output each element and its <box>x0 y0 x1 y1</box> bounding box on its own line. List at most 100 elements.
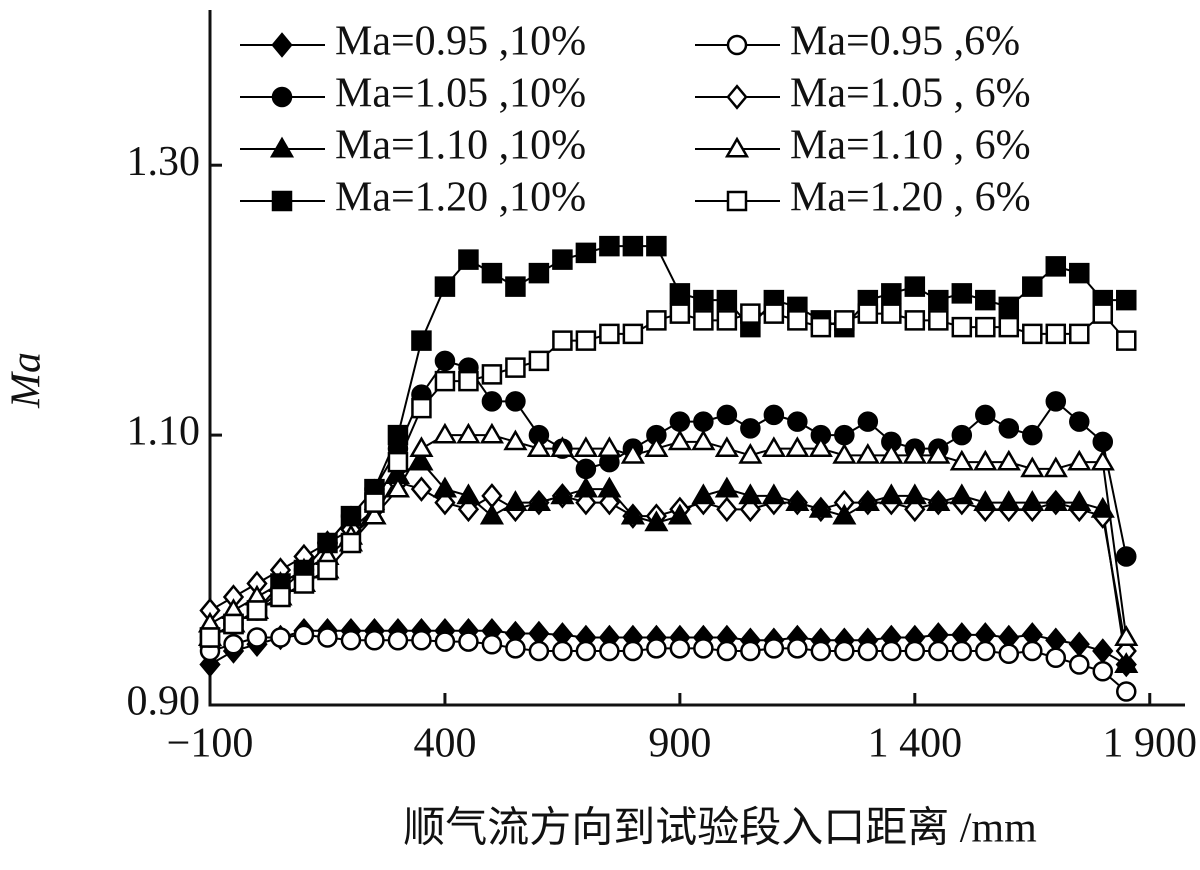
data-point <box>505 357 526 378</box>
data-point <box>926 442 951 464</box>
data-point <box>528 350 550 372</box>
data-point <box>387 424 409 446</box>
series-line <box>209 434 1128 638</box>
data-point <box>928 640 949 662</box>
legend-marker <box>726 34 748 56</box>
data-point <box>834 640 855 662</box>
data-point <box>620 503 645 525</box>
data-point <box>1116 546 1137 567</box>
legend-label: Ma=1.10 , 6% <box>790 123 1031 169</box>
data-point <box>1022 424 1043 446</box>
legend-marker <box>271 190 293 212</box>
data-point <box>669 303 691 324</box>
data-point <box>597 436 622 458</box>
data-point <box>832 442 857 464</box>
data-point <box>763 303 785 324</box>
x-tick-label: −100 <box>167 721 254 767</box>
data-point <box>622 640 644 662</box>
data-point <box>1114 625 1139 646</box>
data-point <box>973 449 998 471</box>
data-point <box>1069 262 1090 284</box>
data-point <box>808 496 833 518</box>
data-point <box>669 411 691 432</box>
data-point <box>857 303 879 324</box>
data-point <box>881 303 902 324</box>
data-point <box>1116 330 1137 351</box>
data-point <box>317 559 338 581</box>
y-tick-label: 0.90 <box>127 679 201 725</box>
data-point <box>552 640 573 662</box>
data-point <box>1045 391 1067 412</box>
data-point <box>1043 490 1068 512</box>
data-point <box>832 503 857 525</box>
data-point <box>693 289 714 311</box>
data-point <box>1092 303 1114 324</box>
data-point <box>503 429 528 451</box>
data-point <box>1022 640 1043 662</box>
data-point <box>223 613 244 635</box>
data-point <box>622 323 644 345</box>
y-tick-label: 1.10 <box>127 409 201 455</box>
data-point <box>573 436 598 458</box>
data-point <box>340 505 362 527</box>
data-point <box>740 640 761 662</box>
data-point <box>409 449 434 471</box>
data-point <box>411 330 432 351</box>
data-point <box>1067 490 1092 512</box>
data-point <box>693 310 714 331</box>
data-point <box>975 289 996 311</box>
legend-marker <box>726 190 748 212</box>
data-point <box>714 436 739 458</box>
data-point <box>998 316 1020 338</box>
data-point <box>834 424 855 446</box>
legend-label: Ma=1.20 , 6% <box>790 175 1031 221</box>
data-point <box>1116 681 1137 702</box>
data-point <box>996 490 1021 512</box>
data-point <box>998 643 1020 664</box>
data-point <box>787 310 808 331</box>
data-point <box>881 640 902 662</box>
data-point <box>693 411 714 432</box>
data-point <box>270 586 291 608</box>
data-point <box>552 249 573 270</box>
data-point <box>458 249 479 270</box>
data-point <box>575 458 597 480</box>
data-point <box>246 600 268 621</box>
data-point <box>1020 456 1045 478</box>
data-point <box>481 364 503 385</box>
legend-marker <box>271 86 293 108</box>
data-point <box>481 391 503 412</box>
data-point <box>503 490 528 512</box>
data-point <box>1045 323 1067 345</box>
data-point <box>458 370 479 392</box>
data-point <box>646 235 667 257</box>
data-point <box>410 476 433 502</box>
data-point <box>481 634 503 655</box>
data-point <box>904 640 926 662</box>
data-point <box>409 436 434 458</box>
data-point <box>1092 661 1114 682</box>
data-point <box>1069 654 1090 675</box>
data-point <box>975 640 996 662</box>
data-point <box>223 634 244 655</box>
data-point <box>975 404 996 426</box>
data-point <box>293 573 315 594</box>
data-point <box>928 289 949 311</box>
data-point <box>550 436 575 458</box>
data-point <box>855 442 880 464</box>
data-point <box>740 418 761 439</box>
data-point <box>881 283 902 304</box>
data-point <box>857 411 879 432</box>
data-point <box>879 442 904 464</box>
data-point <box>1069 411 1090 432</box>
data-point <box>808 436 833 458</box>
data-point <box>810 316 832 338</box>
data-point <box>432 476 458 498</box>
data-point <box>716 640 738 662</box>
data-point <box>738 483 763 505</box>
data-point <box>740 303 761 324</box>
data-point <box>364 492 385 513</box>
data-point <box>644 436 669 458</box>
data-point <box>481 262 503 284</box>
